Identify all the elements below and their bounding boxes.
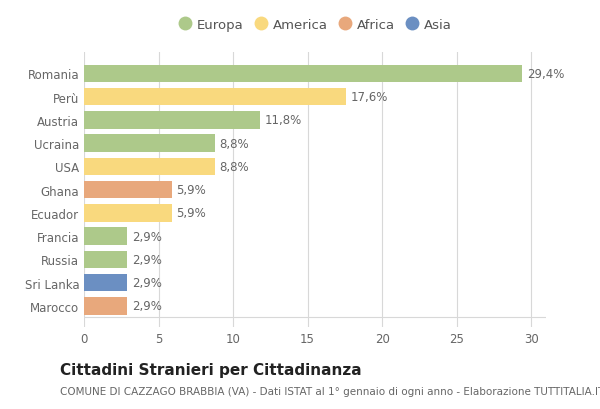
Bar [84,158,215,176]
Text: 5,9%: 5,9% [176,207,206,220]
Text: 2,9%: 2,9% [131,230,161,243]
Bar [84,135,215,153]
Text: 5,9%: 5,9% [176,184,206,197]
Bar [84,65,522,83]
Bar [84,251,127,268]
Text: 11,8%: 11,8% [265,114,302,127]
Legend: Europa, America, Africa, Asia: Europa, America, Africa, Asia [178,19,452,31]
Bar [84,274,127,292]
Bar [84,112,260,129]
Text: 17,6%: 17,6% [351,91,388,104]
Text: Cittadini Stranieri per Cittadinanza: Cittadini Stranieri per Cittadinanza [60,362,362,377]
Bar [84,297,127,315]
Text: 2,9%: 2,9% [131,253,161,266]
Text: 2,9%: 2,9% [131,276,161,289]
Bar [84,204,172,222]
Bar [84,182,172,199]
Bar [84,89,346,106]
Text: 29,4%: 29,4% [527,68,564,81]
Text: 2,9%: 2,9% [131,299,161,312]
Text: 8,8%: 8,8% [220,160,249,173]
Text: 8,8%: 8,8% [220,137,249,151]
Text: COMUNE DI CAZZAGO BRABBIA (VA) - Dati ISTAT al 1° gennaio di ogni anno - Elabora: COMUNE DI CAZZAGO BRABBIA (VA) - Dati IS… [60,387,600,396]
Bar [84,228,127,245]
